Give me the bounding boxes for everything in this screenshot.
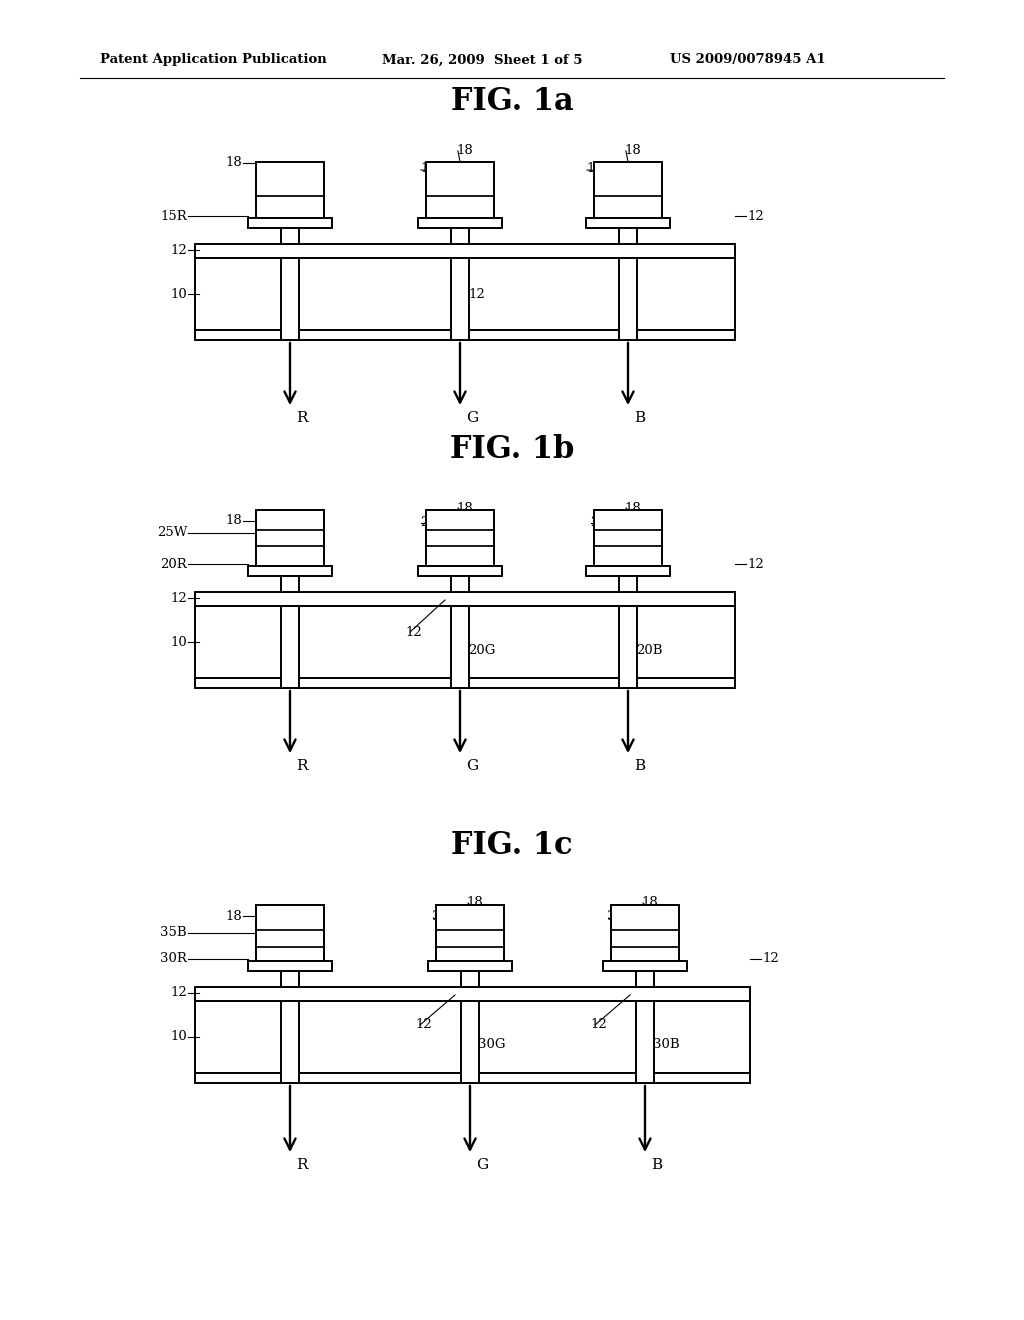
Text: B: B: [651, 1158, 663, 1172]
Bar: [461, 1001, 479, 1082]
Text: 18: 18: [456, 144, 473, 157]
Text: 12: 12: [170, 986, 187, 999]
Bar: [195, 987, 750, 1001]
Bar: [418, 218, 502, 228]
Bar: [611, 906, 679, 961]
Text: 12: 12: [746, 210, 764, 223]
Text: R: R: [296, 1158, 307, 1172]
Bar: [281, 257, 299, 341]
Text: 10: 10: [170, 288, 187, 301]
Bar: [451, 576, 469, 591]
Bar: [618, 228, 637, 244]
Text: 30R: 30R: [160, 953, 187, 965]
Bar: [426, 510, 494, 566]
Text: G: G: [466, 759, 478, 774]
Bar: [428, 961, 512, 972]
Text: 20B: 20B: [636, 644, 663, 656]
Bar: [618, 576, 637, 591]
Bar: [281, 1001, 299, 1082]
Bar: [256, 162, 324, 218]
Text: 25W: 25W: [157, 527, 187, 540]
Text: 35B: 35B: [432, 911, 459, 924]
Bar: [636, 1001, 654, 1082]
Bar: [618, 606, 637, 688]
Text: G: G: [466, 411, 478, 425]
Text: 12: 12: [170, 243, 187, 256]
Text: 10: 10: [170, 1031, 187, 1044]
Bar: [195, 1073, 750, 1082]
Text: 15R: 15R: [160, 210, 187, 223]
Text: Mar. 26, 2009  Sheet 1 of 5: Mar. 26, 2009 Sheet 1 of 5: [382, 54, 583, 66]
Bar: [426, 162, 494, 218]
Bar: [195, 257, 735, 330]
Text: FIG. 1a: FIG. 1a: [451, 87, 573, 117]
Text: 12: 12: [590, 1019, 607, 1031]
Text: 12: 12: [762, 953, 778, 965]
Text: 25W: 25W: [420, 516, 451, 528]
Text: 30G: 30G: [478, 1039, 506, 1052]
Bar: [195, 606, 735, 678]
Text: 12: 12: [415, 1019, 432, 1031]
Text: 12: 12: [406, 626, 422, 639]
Text: 12: 12: [468, 288, 484, 301]
Bar: [636, 972, 654, 987]
Text: 18: 18: [225, 909, 242, 923]
Bar: [281, 606, 299, 688]
Bar: [256, 906, 324, 961]
Text: 18: 18: [641, 896, 657, 909]
Bar: [281, 972, 299, 987]
Text: 35B: 35B: [161, 927, 187, 940]
Text: 18: 18: [225, 515, 242, 528]
Bar: [461, 972, 479, 987]
Text: 12: 12: [170, 591, 187, 605]
Text: 12: 12: [746, 557, 764, 570]
Bar: [586, 566, 670, 576]
Text: 18: 18: [466, 896, 482, 909]
Text: G: G: [476, 1158, 488, 1172]
Text: 25W: 25W: [590, 516, 621, 528]
Bar: [248, 566, 332, 576]
Text: 15B: 15B: [586, 162, 612, 176]
Text: Patent Application Publication: Patent Application Publication: [100, 54, 327, 66]
Bar: [594, 162, 662, 218]
Text: R: R: [296, 759, 307, 774]
Text: 10: 10: [170, 635, 187, 648]
Bar: [281, 228, 299, 244]
Text: B: B: [634, 759, 645, 774]
Bar: [195, 244, 735, 257]
Text: FIG. 1c: FIG. 1c: [452, 829, 572, 861]
Text: 18: 18: [624, 502, 641, 515]
Bar: [248, 961, 332, 972]
Bar: [618, 257, 637, 341]
Bar: [195, 678, 735, 688]
Text: 18: 18: [225, 157, 242, 169]
Text: 15G: 15G: [420, 162, 447, 176]
Bar: [586, 218, 670, 228]
Bar: [603, 961, 687, 972]
Bar: [418, 566, 502, 576]
Bar: [195, 591, 735, 606]
Text: R: R: [296, 411, 307, 425]
Text: FIG. 1b: FIG. 1b: [450, 434, 574, 466]
Bar: [594, 510, 662, 566]
Text: B: B: [634, 411, 645, 425]
Bar: [256, 510, 324, 566]
Bar: [195, 330, 735, 341]
Text: 35B: 35B: [607, 911, 634, 924]
Bar: [436, 906, 504, 961]
Bar: [451, 606, 469, 688]
Bar: [451, 257, 469, 341]
Text: 30B: 30B: [653, 1039, 680, 1052]
Bar: [195, 1001, 750, 1073]
Bar: [451, 228, 469, 244]
Text: 20G: 20G: [468, 644, 496, 656]
Text: 18: 18: [624, 144, 641, 157]
Bar: [281, 576, 299, 591]
Bar: [248, 218, 332, 228]
Text: 18: 18: [456, 502, 473, 515]
Text: US 2009/0078945 A1: US 2009/0078945 A1: [670, 54, 825, 66]
Text: 20R: 20R: [160, 557, 187, 570]
